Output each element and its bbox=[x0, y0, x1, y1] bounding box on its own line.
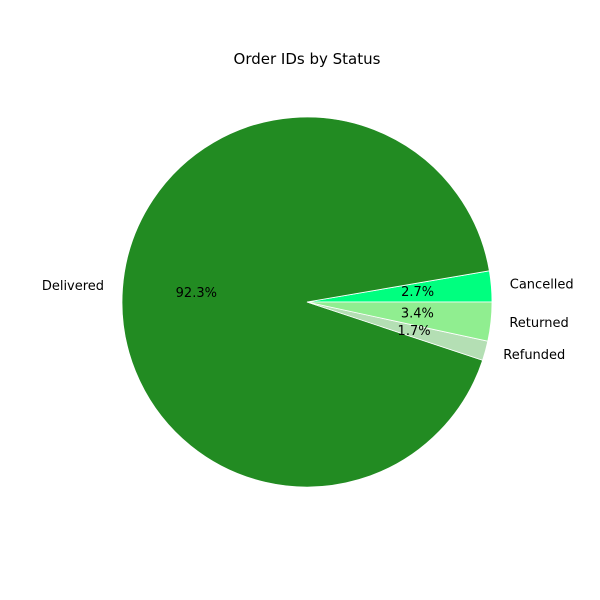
slice-pct-refunded: 1.7% bbox=[398, 324, 431, 339]
chart-title: Order IDs by Status bbox=[234, 50, 381, 68]
pie-slice-delivered bbox=[121, 116, 490, 488]
pie-slice-returned bbox=[306, 301, 493, 342]
slice-label-delivered: Delivered bbox=[42, 279, 104, 294]
slice-pct-returned: 3.4% bbox=[401, 306, 434, 321]
slice-pct-delivered: 92.3% bbox=[176, 286, 217, 301]
slice-label-refunded: Refunded bbox=[503, 348, 565, 363]
slice-label-cancelled: Cancelled bbox=[510, 277, 574, 292]
pie-slices bbox=[121, 116, 493, 488]
slice-label-returned: Returned bbox=[509, 316, 568, 331]
slice-pct-cancelled: 2.7% bbox=[401, 285, 434, 300]
pie-labels: Cancelled 2.7% Delivered 92.3% Refunded 1.7% R… bbox=[42, 277, 574, 363]
